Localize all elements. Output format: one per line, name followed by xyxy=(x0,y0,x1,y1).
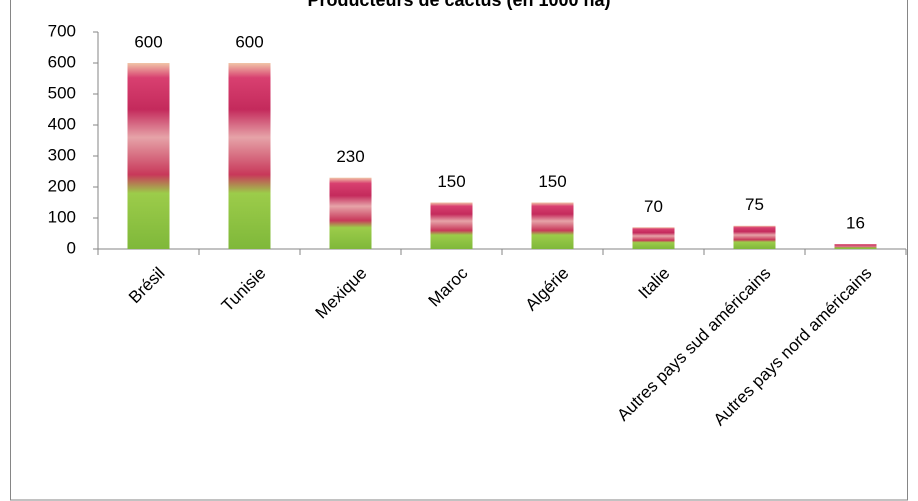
bar xyxy=(733,225,776,249)
y-tick-label: 200 xyxy=(48,176,76,195)
x-tick-label: Mexique xyxy=(312,264,371,323)
chart-title: Producteurs de cactus (en 1000 ha) xyxy=(307,0,610,10)
data-label: 70 xyxy=(644,197,663,216)
x-tick-label: Brésil xyxy=(125,264,168,307)
y-tick-label: 100 xyxy=(48,207,76,226)
data-label: 75 xyxy=(745,195,764,214)
bar xyxy=(834,244,877,249)
y-tick-label: 700 xyxy=(48,21,76,40)
y-tick-label: 500 xyxy=(48,83,76,102)
data-label: 150 xyxy=(538,172,566,191)
data-label: 230 xyxy=(336,147,364,166)
data-label: 16 xyxy=(846,214,865,233)
x-tick-label: Tunisie xyxy=(218,264,270,316)
bar xyxy=(127,63,170,249)
bar xyxy=(632,227,675,249)
x-tick-label: Autres pays nord américains xyxy=(710,264,876,430)
data-label: 150 xyxy=(437,172,465,191)
data-label: 600 xyxy=(134,32,162,51)
bar xyxy=(531,202,574,249)
chart-border xyxy=(10,0,908,501)
bar xyxy=(329,177,372,249)
x-tick-label: Maroc xyxy=(425,263,472,310)
x-tick-label: Italie xyxy=(635,264,674,303)
bar xyxy=(228,63,271,249)
bar xyxy=(430,202,473,249)
data-label: 600 xyxy=(235,32,263,51)
y-tick-label: 0 xyxy=(67,238,76,257)
y-tick-label: 400 xyxy=(48,114,76,133)
y-tick-label: 300 xyxy=(48,145,76,164)
y-tick-label: 600 xyxy=(48,52,76,71)
x-tick-label: Algérie xyxy=(522,264,573,315)
